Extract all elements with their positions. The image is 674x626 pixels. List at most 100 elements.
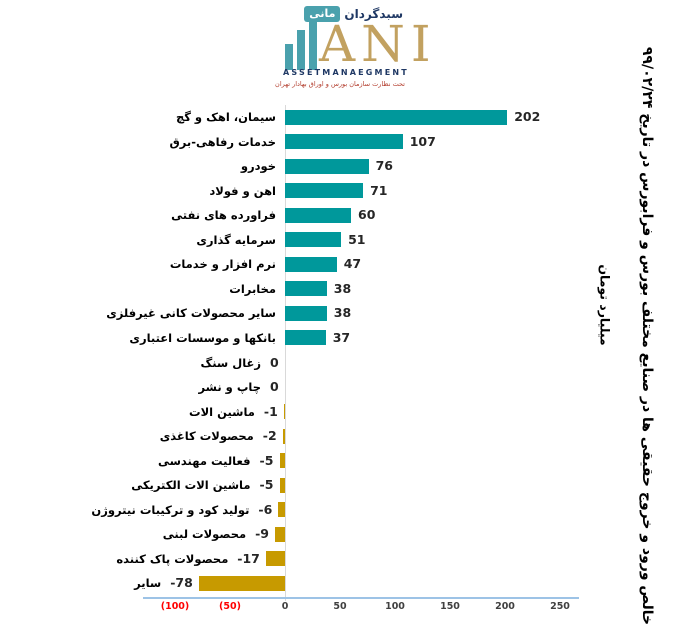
category-label: خدمات رفاهی-برق: [169, 134, 276, 149]
bar-positive: [285, 281, 327, 297]
logo-bars-icon: [285, 16, 317, 70]
chart-row: 0 چاپ و نشر: [0, 375, 580, 400]
x-axis-line: [143, 597, 579, 599]
bar-negative: [266, 551, 285, 567]
chart-row: -78 سایر: [0, 571, 580, 596]
brand-subtitle: ASSETMANAEGMENT: [283, 68, 409, 77]
bar-value-label: 37: [332, 329, 351, 345]
bar-positive: [285, 109, 508, 125]
bar-negative: [279, 477, 285, 493]
chart-row: 51 سرمایه گذاری: [0, 228, 580, 253]
chart-row: -1 ماشین الات: [0, 400, 580, 425]
chart-row: 60 فراورده های نفتی: [0, 203, 580, 228]
bar-value-label: 51: [348, 231, 366, 247]
chart-unit-label: میلیارد تومان: [597, 264, 613, 346]
chart-row: -5 ماشین الات الکتریکی: [0, 473, 580, 498]
plot-area: 202 سیمان، اهک و گچ 107 خدمات رفاهی-برق 76 خو…: [0, 105, 580, 597]
x-axis-ticks: (100) (50) 0 50 100 150 200 250: [0, 601, 580, 615]
category-label: نرم افزار و خدمات: [169, 257, 276, 272]
bar-positive: [285, 305, 327, 321]
chart-row: 76 خودرو: [0, 154, 580, 179]
category-label: محصولات لبنی: [162, 527, 247, 542]
bar-positive: [285, 330, 326, 346]
bar-value-label: -9: [255, 526, 269, 542]
bar-value-label: 0: [270, 379, 279, 395]
category-label: زغال سنگ: [200, 355, 261, 370]
category-label: چاپ و نشر: [198, 380, 262, 395]
category-label: بانکها و موسسات اعتباری: [129, 330, 276, 345]
category-label: فعالیت مهندسی: [157, 453, 251, 468]
bar-negative: [282, 428, 285, 444]
chart-row: 107 خدمات رفاهی-برق: [0, 130, 580, 155]
category-label: تولید کود و ترکیبات نیتروژن: [91, 502, 250, 517]
bar-value-label: -1: [263, 403, 278, 419]
x-tick-label: 200: [495, 601, 515, 612]
chart-row: -9 محصولات لبنی: [0, 522, 580, 547]
bar-value-label: -6: [258, 501, 273, 517]
bar-negative: [278, 502, 285, 518]
x-tick-label: 250: [550, 601, 570, 612]
chart-title: خالص ورود و خروج حقیقی ها در صنایع مختلف…: [639, 46, 655, 626]
chart-row: -17 محصولات پاک کننده: [0, 547, 580, 572]
bar-value-label: -5: [259, 452, 274, 468]
category-label: مخابرات: [229, 281, 276, 296]
bar-negative: [279, 453, 285, 469]
category-label: سایر محصولات کانی غیرفلزی: [106, 306, 276, 321]
bar-value-label: 38: [333, 305, 352, 321]
bar-value-label: 60: [358, 207, 376, 223]
brand-farsi-text: سبدگردان: [344, 7, 403, 21]
x-tick-label: 50: [333, 601, 347, 612]
bar-value-label: 47: [343, 256, 362, 272]
x-tick-label: 100: [385, 601, 405, 612]
chart-row: 38 سایر محصولات کانی غیرفلزی: [0, 301, 580, 326]
bar-negative: [199, 575, 285, 591]
zero-axis-line: [285, 105, 286, 601]
category-label: خودرو: [240, 159, 276, 174]
bar-value-label: -2: [262, 428, 277, 444]
bar-negative: [275, 526, 285, 542]
chart-row: -6 تولید کود و ترکیبات نیتروژن: [0, 498, 580, 523]
category-label: ماشین الات: [189, 404, 255, 419]
logo: سبدگردان مانی ANI ASSETMANAEGMENT تحت نظ…: [275, 6, 431, 96]
brand-english: ANI: [319, 15, 437, 73]
category-label: سیمان، اهک و گچ: [175, 110, 276, 124]
category-label: فراورده های نفتی: [171, 208, 276, 223]
category-label: محصولات پاک کننده: [116, 551, 229, 566]
category-label: ماشین الات الکتریکی: [131, 478, 251, 493]
x-tick-label: (100): [160, 601, 190, 612]
chart-row: 0 زغال سنگ: [0, 351, 580, 376]
chart-row: 38 مخابرات: [0, 277, 580, 302]
logo-bar-icon: [285, 44, 293, 70]
bar-value-label: 71: [370, 182, 388, 198]
brand-farsi: سبدگردان مانی: [304, 6, 403, 22]
x-tick-label: (50): [219, 601, 241, 612]
bar-positive: [285, 158, 369, 174]
bar-value-label: -5: [259, 477, 274, 493]
category-label: سایر: [134, 576, 162, 591]
bar-value-label: 76: [375, 158, 393, 174]
chart-row: -5 فعالیت مهندسی: [0, 449, 580, 474]
x-tick-label: 150: [440, 601, 460, 612]
regulator-text: تحت نظارت سازمان بورس و اوراق بهادار تهر…: [275, 80, 405, 88]
chart-row: 202 سیمان، اهک و گچ: [0, 105, 580, 130]
x-tick-label: 0: [281, 601, 289, 612]
bar-value-label: 107: [409, 133, 436, 149]
category-label: سرمایه گذاری: [196, 232, 276, 247]
chart-row: 47 نرم افزار و خدمات: [0, 252, 580, 277]
bar-negative: [283, 404, 285, 420]
bar-positive: [285, 183, 364, 199]
bar-positive: [285, 232, 342, 248]
bar-positive: [285, 207, 351, 223]
bar-value-label: 0: [270, 354, 279, 370]
bar-value-label: 202: [514, 109, 541, 124]
brand-farsi-badge: مانی: [304, 6, 341, 22]
bar-value-label: 38: [333, 280, 352, 296]
category-label: اهن و فولاد: [209, 183, 276, 198]
chart-row: 37 بانکها و موسسات اعتباری: [0, 326, 580, 351]
bar-value-label: -78: [170, 575, 193, 591]
bar-positive: [285, 134, 403, 150]
bar-positive: [285, 256, 337, 272]
chart-row: -2 محصولات کاغذی: [0, 424, 580, 449]
logo-bar-icon: [309, 16, 317, 70]
